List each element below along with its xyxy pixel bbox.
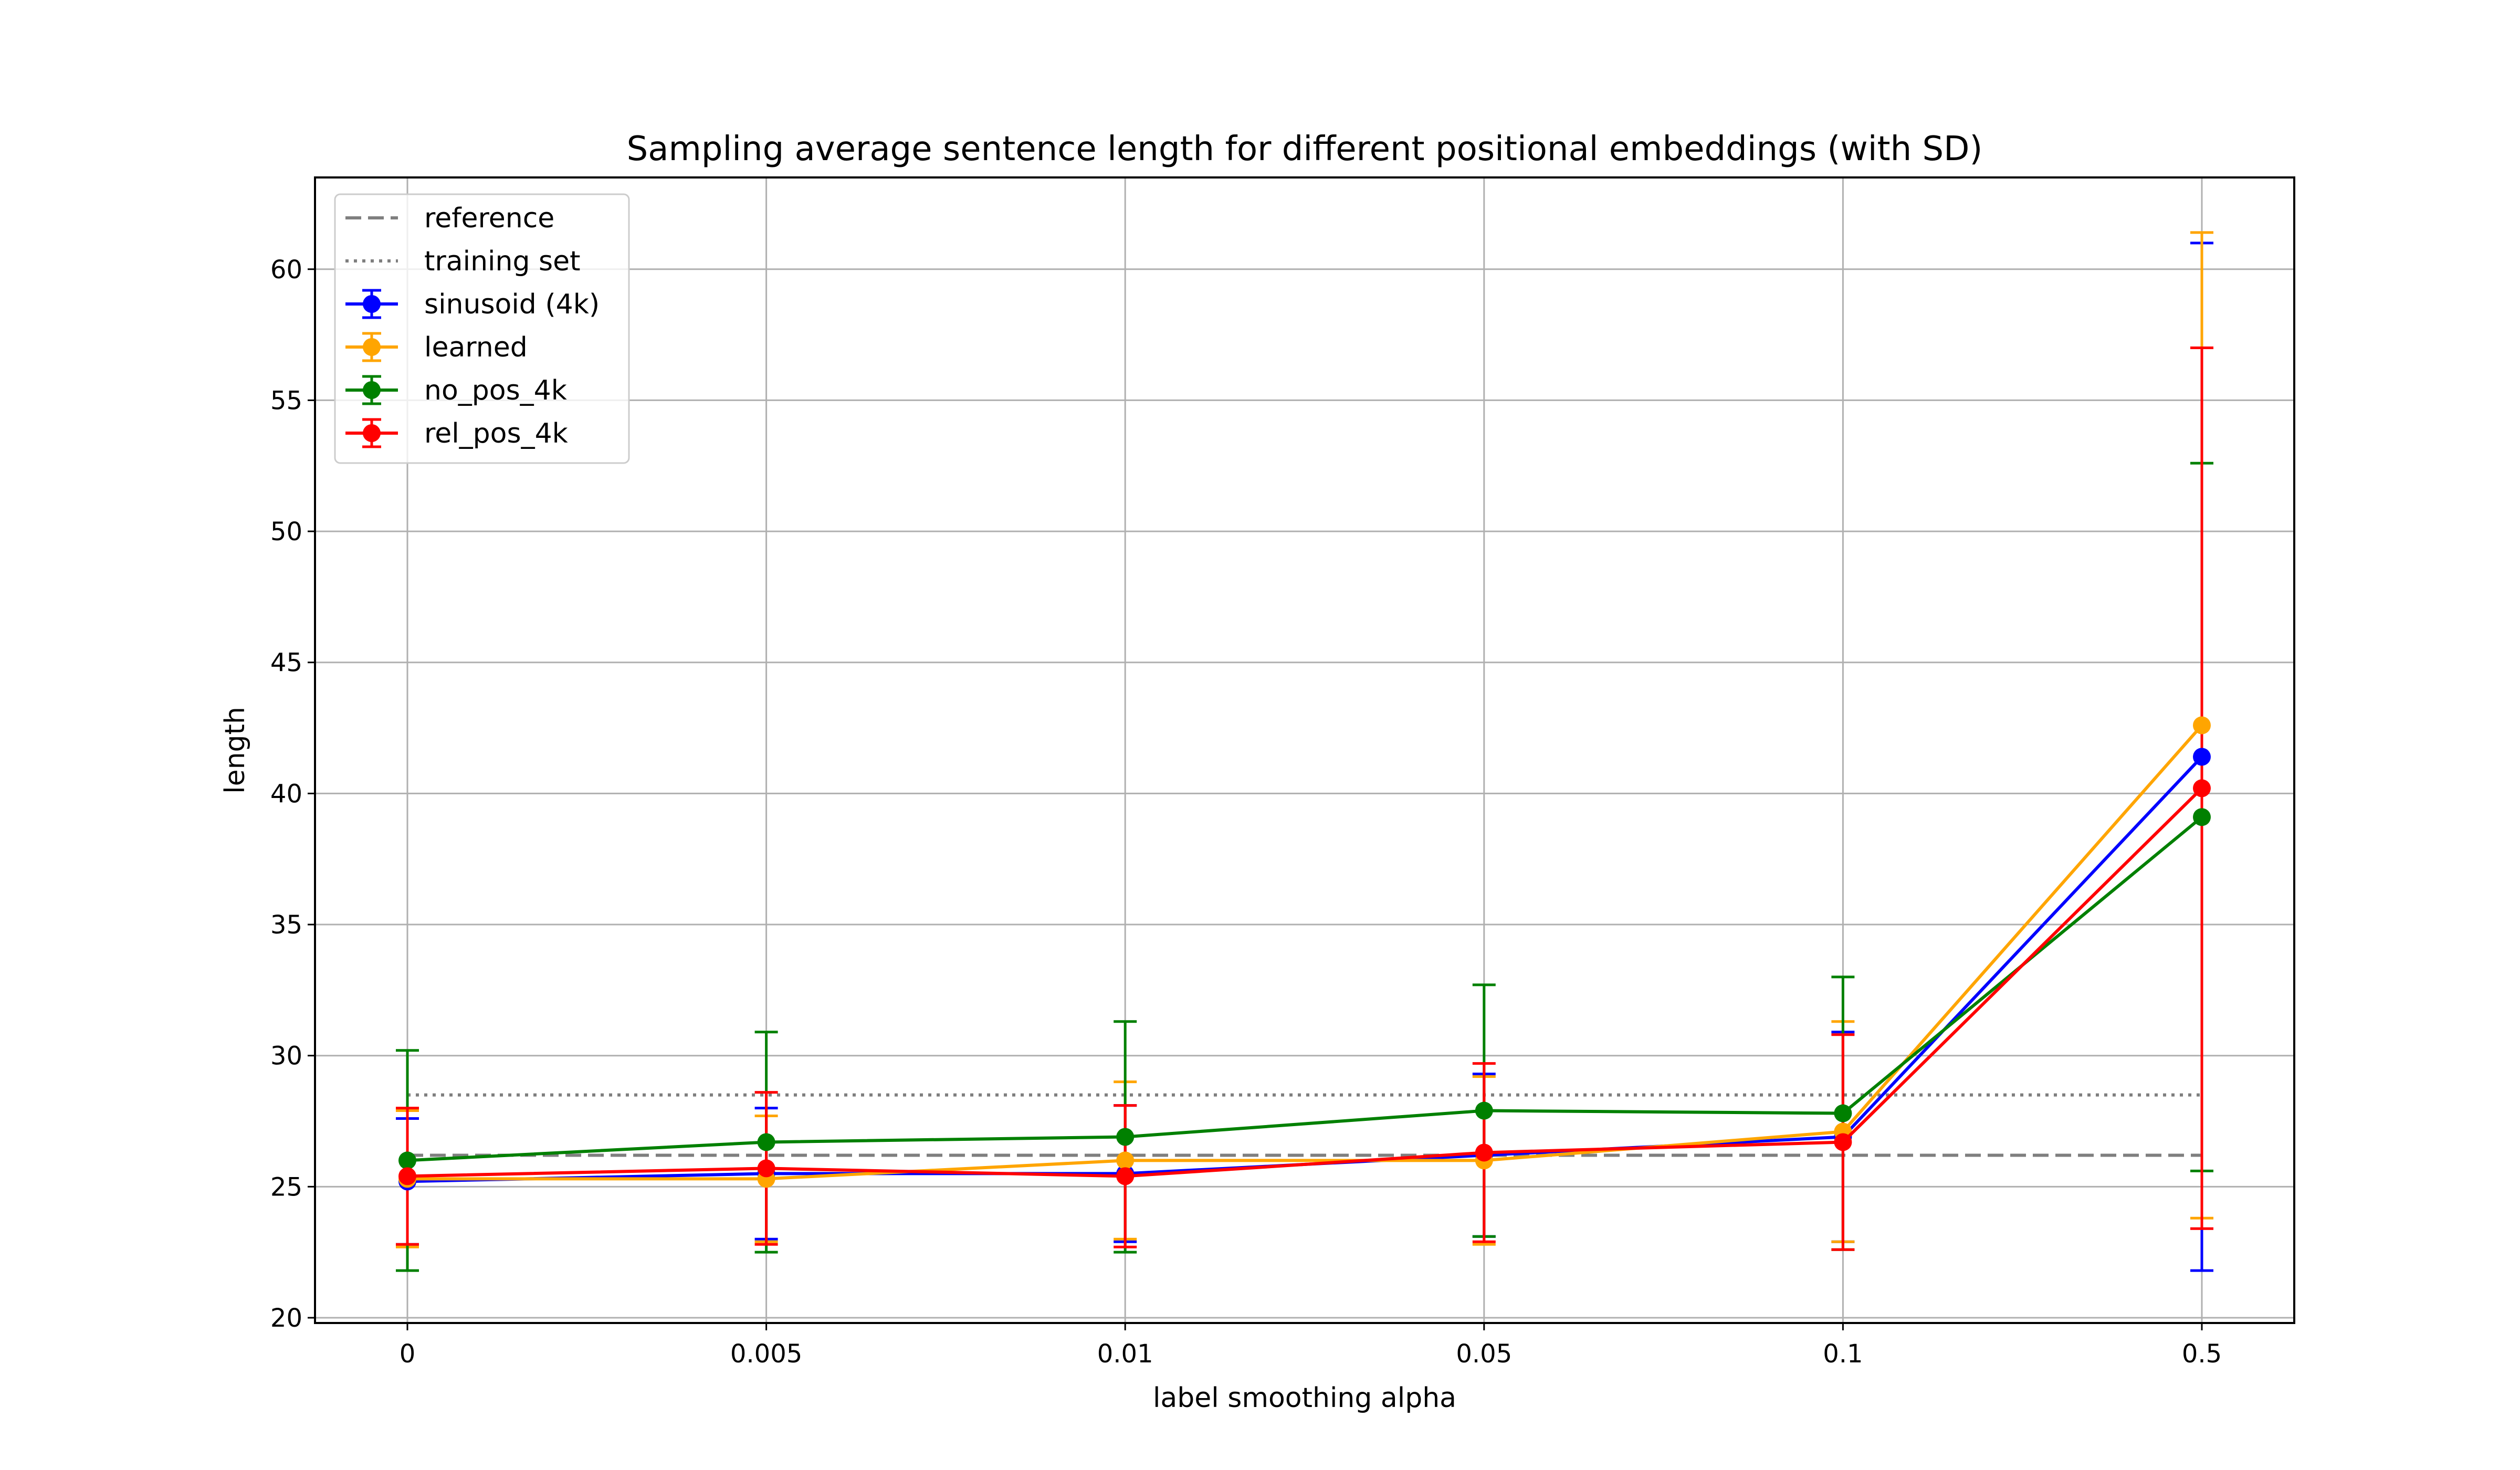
data-point <box>1116 1151 1135 1170</box>
reference-lines <box>407 1093 2202 1157</box>
data-point <box>1475 1101 1493 1120</box>
data-point <box>1116 1167 1135 1185</box>
data-point <box>757 1159 775 1178</box>
y-tick-label: 60 <box>270 255 302 285</box>
data-point <box>1834 1133 1852 1151</box>
x-tick-label: 0.5 <box>2182 1339 2222 1369</box>
y-tick-label: 25 <box>270 1172 302 1202</box>
x-tick-label: 0 <box>400 1339 416 1369</box>
legend-label: training set <box>424 246 580 277</box>
legend-label: learned <box>424 332 528 363</box>
y-tick-label: 35 <box>270 910 302 940</box>
y-tick-label: 45 <box>270 648 302 678</box>
legend-marker <box>363 295 381 313</box>
y-tick-label: 55 <box>270 386 302 415</box>
legend-marker <box>363 338 381 356</box>
series-line-2 <box>407 816 2203 1162</box>
data-point <box>2193 716 2211 734</box>
data-point <box>2193 808 2211 826</box>
y-tick-label: 30 <box>270 1042 302 1071</box>
data-point <box>2193 748 2211 766</box>
legend-label: reference <box>424 203 554 234</box>
data-point <box>1834 1104 1852 1122</box>
data-point <box>398 1167 416 1185</box>
data-point <box>1116 1128 1135 1146</box>
x-tick-label: 0.1 <box>1823 1339 1863 1369</box>
data-point <box>757 1133 775 1151</box>
x-tick-label: 0.005 <box>730 1339 802 1369</box>
x-axis-label: label smoothing alpha <box>1153 1382 1456 1414</box>
legend: reference training set sinusoid (4k) learne… <box>334 193 630 464</box>
x-tick-label: 0.05 <box>1456 1339 1512 1369</box>
data-point <box>398 1151 416 1170</box>
legend-box <box>334 193 630 464</box>
y-tick-label: 20 <box>270 1304 302 1333</box>
legend-marker <box>363 424 381 442</box>
series-line-3 <box>407 787 2203 1178</box>
error-bars <box>396 231 2213 1272</box>
axes-frame <box>314 176 2295 1324</box>
data-point <box>2193 779 2211 797</box>
legend-marker <box>363 381 381 399</box>
series-lines <box>398 716 2211 1191</box>
data-point <box>1475 1143 1493 1162</box>
y-axis-label: length <box>219 707 251 794</box>
y-tick-label: 50 <box>270 517 302 547</box>
x-tick-label: 0.01 <box>1097 1339 1153 1369</box>
legend-label: sinusoid (4k) <box>424 289 600 320</box>
series-line-0 <box>407 755 2203 1183</box>
ticks: 0 0.005 0.01 0.05 0.1 0.5 20 25 30 35 40 45 50 55 60 <box>270 255 2222 1369</box>
y-tick-label: 40 <box>270 779 302 808</box>
chart-title: Sampling average sentence length for dif… <box>627 130 1983 169</box>
legend-label: rel_pos_4k <box>424 418 568 449</box>
legend-label: no_pos_4k <box>424 375 567 406</box>
